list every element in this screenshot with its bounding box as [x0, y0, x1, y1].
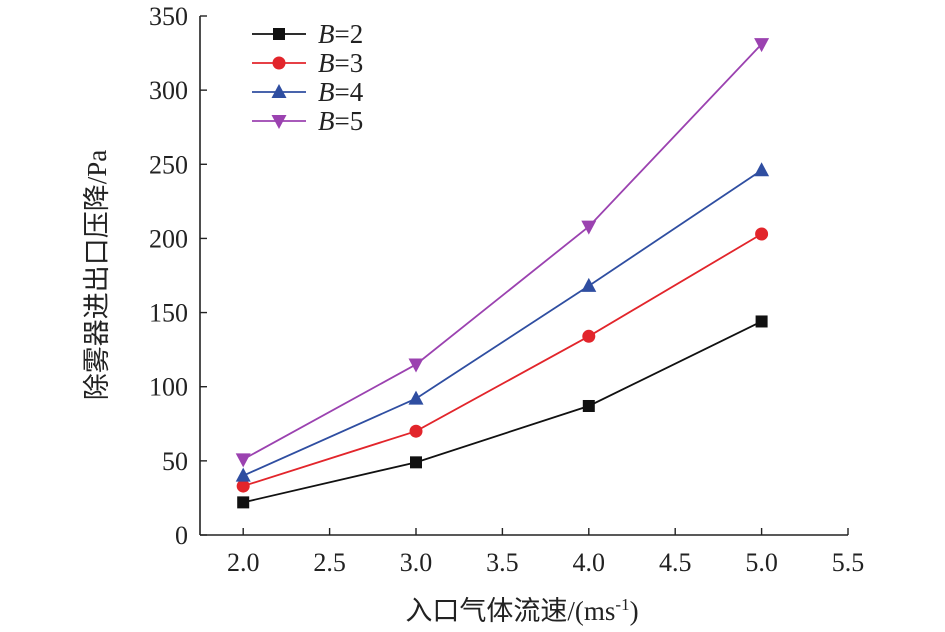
legend-marker — [271, 84, 287, 98]
x-tick-label: 5.0 — [745, 548, 778, 577]
y-tick-label: 300 — [149, 76, 188, 105]
legend-item-2: B=3 — [252, 48, 363, 78]
series-line — [242, 320, 762, 504]
data-point — [582, 399, 595, 412]
data-point — [237, 496, 250, 509]
x-axis-ticks: 2.0 2.5 3.0 3.5 4.0 4.5 5.0 5.5 — [227, 528, 864, 577]
legend-label: B=2 — [318, 19, 363, 49]
x-tick-label: 3.0 — [400, 548, 433, 577]
data-point — [236, 479, 250, 493]
legend-label-value: =4 — [335, 77, 364, 107]
legend-label-variable: B — [318, 106, 335, 136]
legend-marker — [271, 115, 287, 129]
x-axis-title-main: 入口气体流速/(ms — [405, 596, 615, 626]
legend-item-1: B=2 — [252, 19, 363, 49]
y-tick-label: 150 — [149, 299, 188, 328]
legend-label: B=3 — [318, 48, 363, 78]
x-tick-label: 5.5 — [832, 548, 865, 577]
series-line — [242, 233, 763, 487]
series-2 — [236, 227, 769, 493]
legend-label: B=4 — [318, 77, 364, 107]
y-tick-label: 0 — [175, 521, 188, 550]
x-tick-label: 3.5 — [486, 548, 519, 577]
legend-marker — [272, 56, 286, 70]
y-tick-label: 350 — [149, 2, 188, 31]
data-point — [581, 277, 597, 292]
legend-label-value: =5 — [335, 106, 364, 136]
legend-label-variable: B — [318, 48, 335, 78]
data-point — [235, 453, 251, 468]
legend-label-variable: B — [318, 77, 335, 107]
series-3 — [235, 162, 770, 482]
legend-marker — [273, 28, 285, 40]
data-point — [410, 456, 422, 469]
y-tick-label: 100 — [149, 373, 188, 402]
x-axis-title: 入口气体流速/(ms-1) — [405, 595, 638, 626]
series-line — [242, 169, 763, 477]
data-point — [408, 390, 424, 405]
legend: B=2B=3B=4B=5 — [252, 19, 364, 136]
y-tick-label: 50 — [162, 447, 188, 476]
legend-item-3: B=4 — [252, 77, 364, 107]
y-tick-label: 250 — [149, 150, 188, 179]
data-point — [754, 38, 770, 53]
legend-label: B=5 — [318, 106, 363, 136]
data-point — [409, 424, 423, 438]
y-axis-title: 除雾器进出口压降/Pa — [82, 150, 112, 401]
axes — [199, 16, 848, 536]
legend-label-variable: B — [318, 19, 335, 49]
legend-item-4: B=5 — [252, 106, 363, 136]
series-4 — [235, 38, 770, 468]
y-axis-ticks: 0 50 100 150 200 250 300 350 — [149, 2, 207, 550]
series-1 — [237, 315, 768, 509]
legend-label-value: =3 — [335, 48, 364, 78]
data-point — [755, 315, 768, 328]
y-tick-label: 200 — [149, 224, 188, 253]
x-tick-label: 4.5 — [659, 548, 692, 577]
x-axis-title-superscript: -1 — [615, 595, 629, 614]
x-tick-label: 2.5 — [313, 548, 346, 577]
data-point — [581, 220, 597, 235]
series-line — [242, 43, 763, 461]
data-point — [755, 227, 769, 241]
data-point — [235, 467, 251, 482]
data-point — [408, 358, 424, 373]
x-axis-title-end: ) — [630, 596, 639, 626]
data-point — [754, 162, 770, 177]
x-tick-label: 2.0 — [227, 548, 260, 577]
series-layer — [235, 38, 770, 509]
data-point — [582, 329, 596, 343]
legend-label-value: =2 — [335, 19, 364, 49]
x-tick-label: 4.0 — [573, 548, 606, 577]
